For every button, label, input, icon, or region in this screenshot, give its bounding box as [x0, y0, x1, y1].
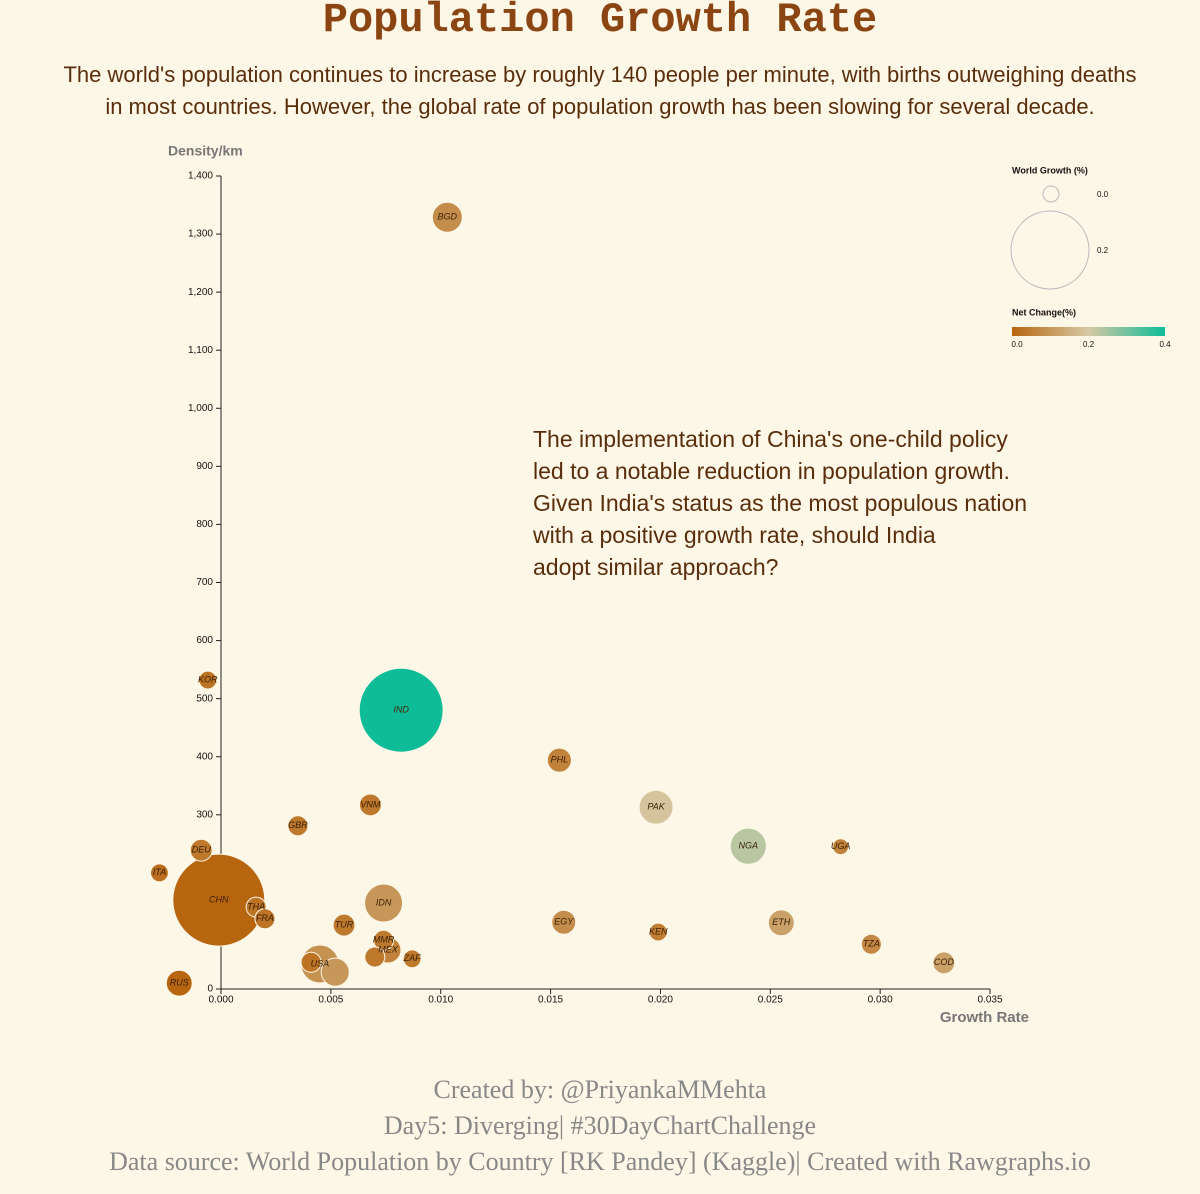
size-legend-circle	[1010, 210, 1090, 290]
bubble	[320, 957, 350, 987]
subtitle: in most countries. However, the global r…	[105, 94, 1094, 119]
y-tick-label: 400	[196, 751, 213, 762]
bubble	[402, 949, 422, 969]
credit: Created by: @PriyankaMMehta	[434, 1075, 767, 1104]
bubble-label: DEU	[192, 845, 212, 855]
y-tick-label: 1,000	[188, 403, 213, 414]
bubble	[373, 929, 395, 951]
bubble	[551, 909, 577, 935]
color-legend-label: 0.4	[1159, 340, 1171, 349]
bubble-label: ETH	[772, 917, 791, 927]
bubble	[932, 951, 956, 975]
y-tick-label: 700	[196, 577, 213, 588]
bubble	[364, 883, 404, 923]
bubble-label: ITA	[153, 867, 166, 877]
bubble-label: USA	[311, 958, 330, 968]
color-legend-label: 0.2	[1083, 340, 1095, 349]
x-tick-label: 0.000	[208, 995, 233, 1006]
bubble	[431, 201, 463, 233]
size-legend-circle	[1042, 185, 1060, 203]
bubble	[189, 838, 213, 862]
y-tick-label: 1,100	[188, 345, 213, 356]
bubble-label: VNM	[360, 799, 381, 809]
y-axis-label: Density/km	[168, 143, 243, 159]
bubble	[358, 793, 382, 817]
x-tick-label: 0.025	[758, 995, 783, 1006]
size-legend-title: World Growth (%)	[1012, 165, 1088, 175]
bubble-label: COD	[934, 957, 955, 967]
bubble	[364, 946, 386, 968]
annotation: Given India's status as the most populou…	[533, 490, 1027, 516]
annotation: led to a notable reduction in population…	[533, 458, 1010, 484]
bubble-label: ZAF	[403, 953, 422, 963]
bubble-label: KEN	[649, 926, 668, 936]
credit: Data source: World Population by Country…	[109, 1147, 1091, 1176]
y-tick-label: 1,400	[188, 171, 213, 182]
bubble-label: EGY	[554, 917, 574, 927]
bubble-label: FRA	[256, 913, 274, 923]
bubble	[332, 913, 356, 937]
bubble	[832, 838, 850, 856]
bubble	[150, 863, 169, 883]
bubble-label: MMR	[373, 935, 395, 945]
color-legend-title: Net Change(%)	[1012, 307, 1076, 317]
annotation: with a positive growth rate, should Indi…	[532, 522, 936, 548]
bubble-label: RUS	[170, 978, 189, 988]
x-tick-label: 0.035	[977, 995, 1002, 1006]
bubble-label: NGA	[739, 841, 759, 851]
bubble	[358, 667, 444, 753]
x-tick-label: 0.015	[538, 995, 563, 1006]
color-legend-bar	[1012, 327, 1165, 336]
y-tick-label: 900	[196, 461, 213, 472]
bubble-label: CHN	[209, 895, 229, 905]
size-legend-label: 0.2	[1097, 246, 1109, 255]
x-tick-label: 0.020	[648, 995, 673, 1006]
subtitle: The world's population continues to incr…	[63, 62, 1136, 87]
bubble	[254, 908, 276, 930]
bubble	[860, 933, 882, 955]
bubble-label: IDN	[376, 897, 392, 907]
bubble	[287, 815, 309, 837]
x-axis-label: Growth Rate	[940, 1009, 1029, 1026]
bubble-label: GBR	[288, 820, 308, 830]
y-tick-label: 300	[196, 809, 213, 820]
x-tick-label: 0.010	[428, 995, 453, 1006]
size-legend-label: 0.0	[1097, 190, 1109, 199]
bubble-label: PHL	[551, 755, 569, 765]
bubble	[300, 951, 322, 973]
bubble-label: TZA	[863, 939, 880, 949]
bubble	[638, 789, 674, 825]
bubble	[198, 670, 218, 690]
annotation: The implementation of China's one-child …	[533, 426, 1008, 452]
y-tick-label: 500	[196, 693, 213, 704]
bubble-label: TUR	[335, 919, 354, 929]
bubble-label: IND	[393, 705, 409, 715]
y-tick-label: 600	[196, 635, 213, 646]
y-tick-label: 1,300	[188, 229, 213, 240]
y-tick-label: 800	[196, 519, 213, 530]
bubble-label: KOR	[198, 674, 218, 684]
y-tick-label: 0	[207, 984, 213, 995]
bubble	[729, 827, 767, 865]
x-tick-label: 0.030	[868, 995, 893, 1006]
bubble-label: UGA	[831, 841, 851, 851]
bubble	[546, 747, 572, 773]
bubble	[648, 922, 668, 942]
bubble	[165, 969, 193, 997]
bubble-label: PAK	[647, 802, 665, 812]
color-legend-label: 0.0	[1011, 340, 1023, 349]
credit: Day5: Diverging| #30DayChartChallenge	[384, 1111, 816, 1140]
x-tick-label: 0.005	[318, 995, 343, 1006]
bubble-label: THA	[247, 901, 265, 911]
bubble-label: BGD	[438, 212, 458, 222]
chart-title: Population Growth Rate	[323, 0, 878, 44]
annotation: adopt similar approach?	[533, 554, 778, 580]
bubble-label: MEX	[378, 944, 399, 954]
bubble	[172, 853, 266, 947]
bubble	[767, 909, 795, 937]
y-tick-label: 1,200	[188, 287, 213, 298]
